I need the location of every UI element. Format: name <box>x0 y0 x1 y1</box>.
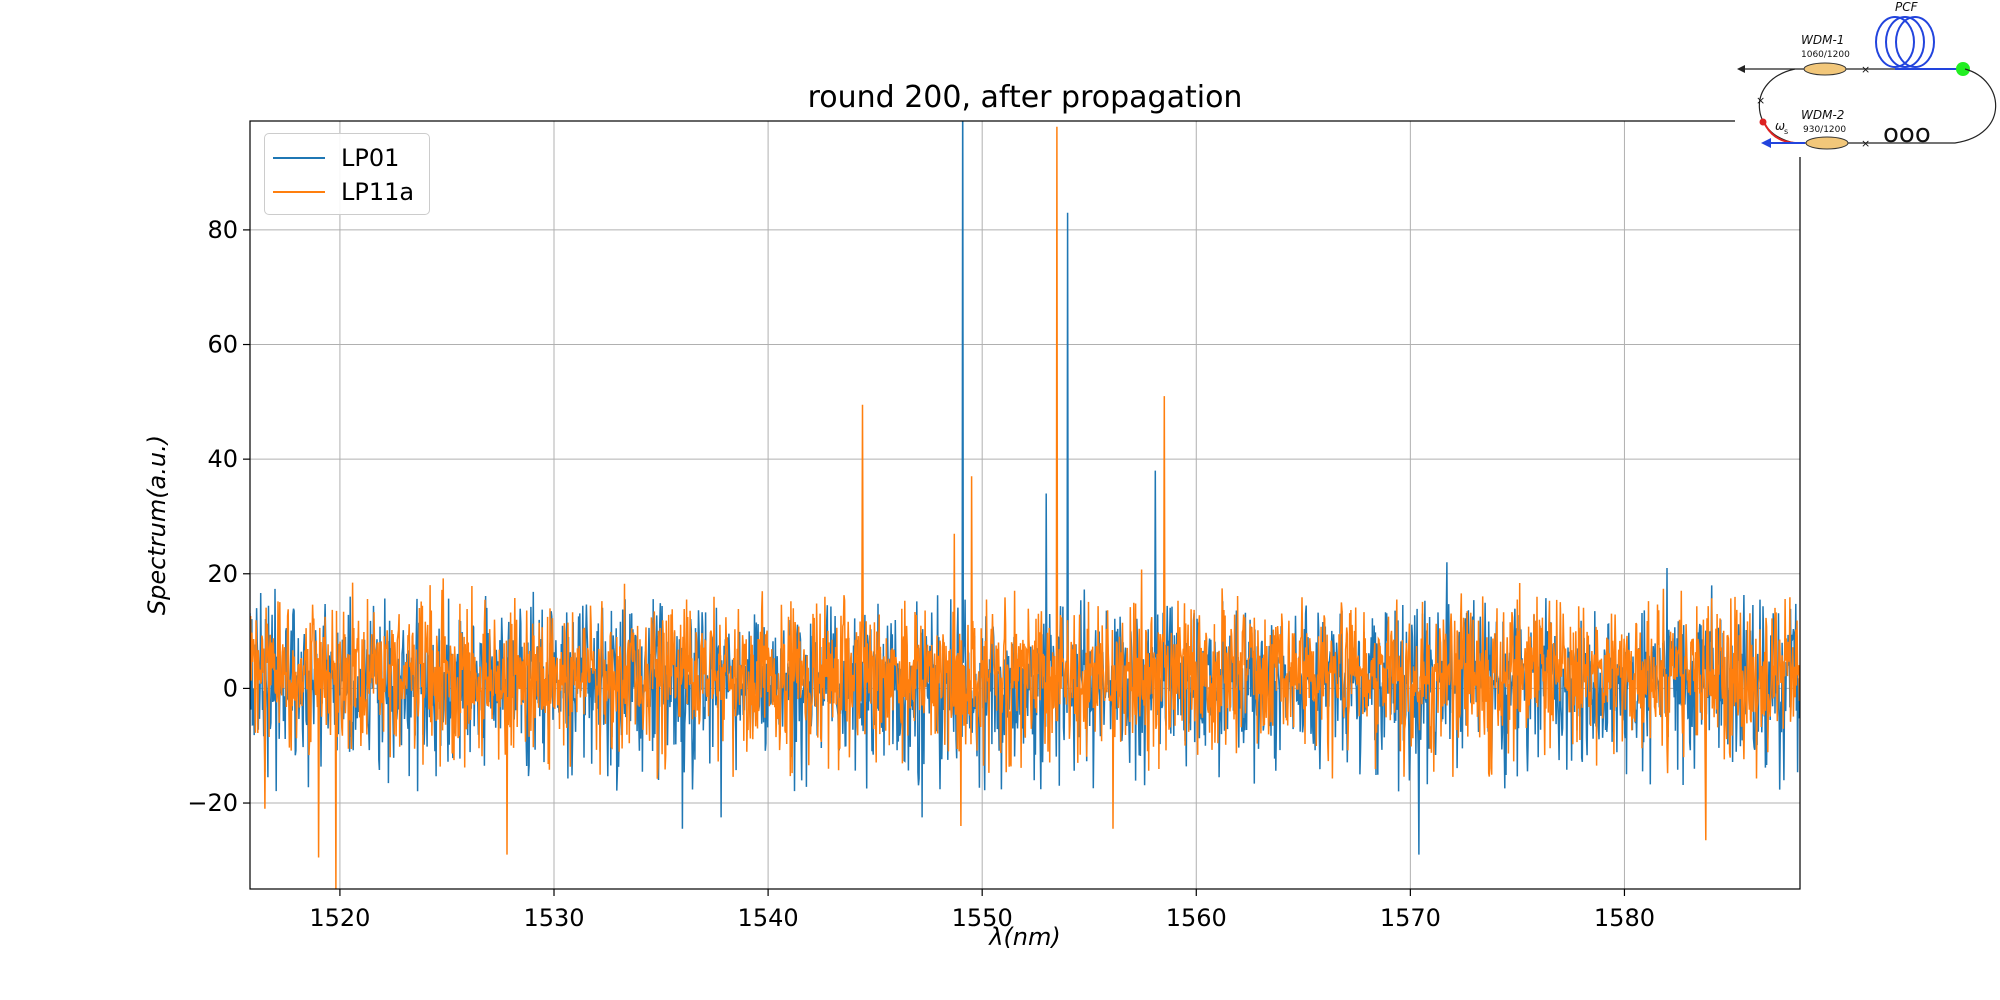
x-tick-label: 1550 <box>952 904 1013 932</box>
x-axis-label: λ(nm) <box>989 923 1061 951</box>
x-tick-label: 1520 <box>309 904 370 932</box>
pcf-label: PCF <box>1895 0 1919 14</box>
legend-entry-lp11a: LP11a <box>273 177 414 207</box>
chart-title: round 200, after propagation <box>807 80 1243 115</box>
legend-label-lp11a: LP11a <box>341 178 415 206</box>
cross-mark-2: × <box>1861 137 1870 150</box>
arrow-left-icon <box>1737 65 1745 73</box>
fiber-loop <box>1865 68 1997 144</box>
green-marker-icon <box>1956 62 1970 76</box>
cross-mark-1: × <box>1861 63 1870 76</box>
cross-mark-3: × <box>1756 94 1765 107</box>
y-tick-label: 0 <box>223 674 238 702</box>
wdm2-coupler-icon <box>1805 136 1849 150</box>
series-layer <box>250 121 1800 889</box>
x-tick-label: 1560 <box>1166 904 1227 932</box>
omega-subscript: s <box>1784 127 1788 136</box>
x-tick-label: 1530 <box>523 904 584 932</box>
y-tick-label: 80 <box>207 216 238 244</box>
wdm1-coupler-icon <box>1803 62 1847 76</box>
x-tick-label: 1570 <box>1380 904 1441 932</box>
omega-label: ω <box>1775 119 1785 133</box>
axes-frame <box>249 120 1801 890</box>
wdm2-label: WDM-2 <box>1801 108 1844 122</box>
series-line-lp11a <box>250 126 1800 889</box>
red-marker-icon <box>1759 118 1767 126</box>
inset-mask <box>1880 115 1960 127</box>
grid <box>250 121 1800 889</box>
y-axis-label: Spectrum(a.u.) <box>143 434 171 616</box>
ticks: 1520 1530 1540 1550 1560 1570 1580 −20 0 20 40 60 80 <box>187 216 1655 932</box>
legend-entry-lp01: LP01 <box>273 143 399 173</box>
fiber-loop-left <box>1758 68 1796 144</box>
pcf-coil-icon <box>1875 16 1935 68</box>
y-tick-label: 20 <box>207 560 238 588</box>
legend: LP01 LP11a <box>264 133 430 215</box>
wdm2-spec: 930/1200 <box>1803 125 1846 135</box>
setup-diagram-inset: PCF WDM-1 1060/1200 × WDM-2 930/1200 × <box>1735 0 2000 157</box>
wdm1-spec: 1060/1200 <box>1801 50 1850 60</box>
wdm1-label: WDM-1 <box>1801 33 1844 47</box>
arrow-blue-icon <box>1761 138 1771 148</box>
legend-swatch-lp01 <box>273 157 325 159</box>
y-tick-label: −20 <box>187 789 238 817</box>
legend-swatch-lp11a <box>273 191 325 193</box>
y-tick-label: 40 <box>207 445 238 473</box>
x-tick-label: 1540 <box>738 904 799 932</box>
legend-label-lp01: LP01 <box>341 144 400 172</box>
y-tick-label: 60 <box>207 331 238 359</box>
x-tick-label: 1580 <box>1594 904 1655 932</box>
